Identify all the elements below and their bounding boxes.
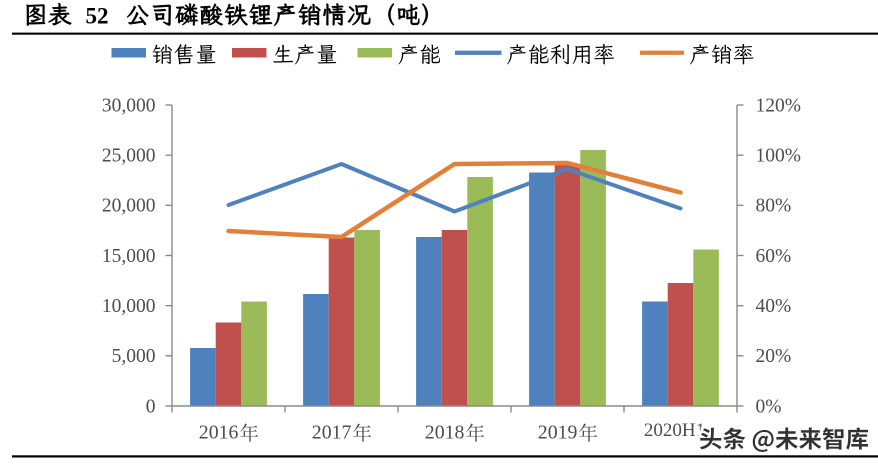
svg-text:2018: 2018: [425, 422, 465, 444]
svg-text:2016: 2016: [199, 422, 239, 444]
svg-text:120%: 120%: [756, 95, 802, 116]
svg-text:10,000: 10,000: [102, 296, 156, 317]
svg-text:30,000: 30,000: [102, 95, 156, 116]
svg-text:40%: 40%: [756, 296, 792, 317]
svg-text:25,000: 25,000: [102, 145, 156, 166]
svg-text:2020H1: 2020H1: [644, 420, 705, 441]
svg-text:60%: 60%: [756, 246, 792, 267]
svg-text:2019: 2019: [538, 422, 578, 444]
svg-text:0%: 0%: [756, 396, 782, 417]
svg-text:20%: 20%: [756, 346, 792, 367]
svg-text:0: 0: [146, 396, 156, 417]
svg-text:2017: 2017: [312, 422, 352, 444]
svg-text:5,000: 5,000: [112, 346, 156, 367]
svg-text:80%: 80%: [756, 196, 792, 217]
svg-text:20,000: 20,000: [102, 196, 156, 217]
svg-text:15,000: 15,000: [102, 246, 156, 267]
svg-text:52: 52: [86, 3, 109, 28]
svg-text:100%: 100%: [756, 145, 802, 166]
